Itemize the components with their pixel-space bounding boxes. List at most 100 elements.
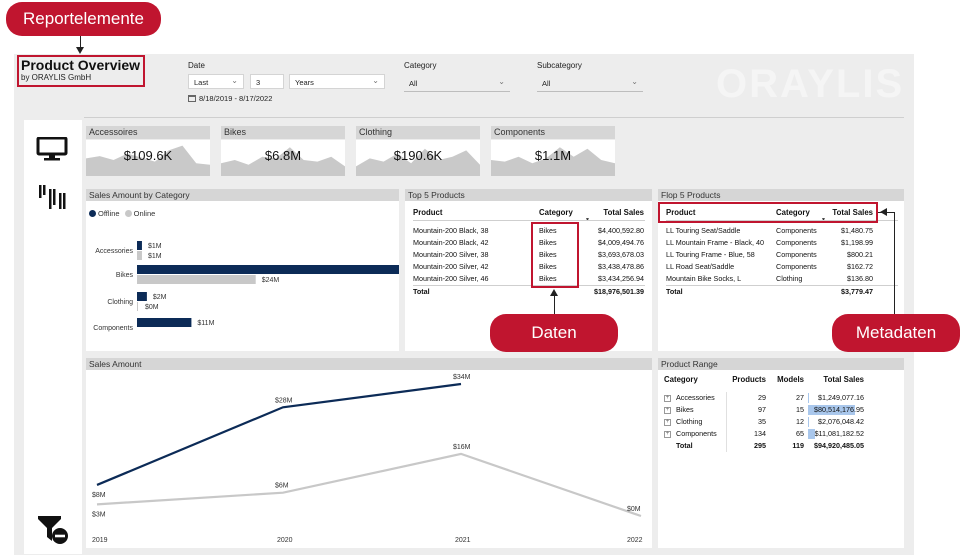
- category-tick-label: Clothing: [107, 299, 133, 306]
- category-underline: [404, 91, 510, 92]
- expand-icon[interactable]: +: [664, 395, 671, 402]
- table-row[interactable]: Mountain-200 Silver, 38 Bikes $3,693,678.0…: [413, 249, 645, 261]
- legend-offline[interactable]: Offline: [89, 209, 120, 218]
- bars-icon[interactable]: [38, 184, 66, 210]
- column-header[interactable]: Products: [732, 375, 766, 384]
- kpi-card[interactable]: Accessoires $109.6K: [86, 126, 210, 177]
- total-cell: Total: [413, 287, 430, 296]
- date-count-input[interactable]: 3: [250, 74, 284, 89]
- offline-bar[interactable]: [137, 292, 147, 301]
- table-row[interactable]: LL Touring Frame - Blue, 58 Components $80…: [666, 249, 898, 261]
- date-slicer-label: Date: [188, 61, 205, 70]
- column-header[interactable]: Category: [664, 375, 698, 384]
- matrix-cell: Accessories: [676, 393, 715, 402]
- column-header[interactable]: Product: [666, 208, 696, 217]
- offline-bar[interactable]: [137, 265, 399, 274]
- category-select-value: All: [409, 79, 418, 88]
- page-subtitle: by ORAYLIS GmbH: [21, 73, 92, 82]
- matrix-total-cell: 119: [792, 441, 804, 450]
- table-row[interactable]: LL Mountain Frame - Black, 40 Components $…: [666, 237, 898, 249]
- table-row[interactable]: Mountain-200 Silver, 46 Bikes $3,434,256.9…: [413, 273, 645, 285]
- online-bar[interactable]: [137, 275, 256, 284]
- table-row[interactable]: Mountain-200 Black, 38 Bikes $4,400,592.80: [413, 225, 645, 237]
- expand-icon[interactable]: +: [664, 431, 671, 438]
- kpi-sparkline: [356, 140, 480, 176]
- column-header[interactable]: Total Sales: [603, 208, 644, 217]
- table-row[interactable]: LL Touring Seat/Saddle Components $1,480.7…: [666, 225, 898, 237]
- matrix-row[interactable]: + Components 134 65 $11,081,182.52: [664, 428, 900, 440]
- online-data-label: $6M: [275, 483, 289, 490]
- legend-online[interactable]: Online: [124, 209, 156, 218]
- monitor-icon[interactable]: [36, 136, 68, 161]
- expand-icon[interactable]: +: [664, 407, 671, 414]
- arrow-up-icon: [550, 289, 558, 296]
- total-cell: $18,976,501.39: [594, 287, 644, 296]
- matrix-row[interactable]: + Clothing 35 12 $2,076,048.42: [664, 416, 900, 428]
- kpi-value: $6.8M: [264, 148, 302, 163]
- date-count-value: 3: [256, 78, 261, 87]
- offline-bar[interactable]: [137, 241, 142, 250]
- table-cell: $1,480.75: [841, 226, 873, 235]
- offline-data-label: $1M: [148, 243, 162, 250]
- report-elements-connector: [80, 32, 81, 50]
- sparkline-area: [221, 147, 345, 176]
- total-divider: [666, 285, 898, 286]
- matrix-cell: 12: [796, 417, 804, 426]
- expand-icon[interactable]: +: [664, 419, 671, 426]
- date-mode-select[interactable]: Last ⌄: [188, 74, 244, 89]
- category-tick-label: Components: [93, 325, 133, 332]
- table-cell: Bikes: [539, 250, 557, 259]
- legend-online-label: Online: [133, 209, 156, 218]
- kpi-title: Bikes: [221, 126, 345, 139]
- column-header[interactable]: Category: [539, 208, 573, 217]
- column-header[interactable]: Models: [777, 375, 804, 384]
- matrix-header-row: Category Products Models Total Sales: [664, 374, 900, 386]
- table-cell: $162.72: [847, 262, 873, 271]
- kpi-card[interactable]: Clothing $190.6K: [356, 126, 480, 177]
- category-select[interactable]: All ⌄: [404, 76, 510, 91]
- subcategory-slicer-label: Subcategory: [537, 61, 582, 70]
- table-cell: Components: [776, 250, 817, 259]
- online-bar[interactable]: [137, 251, 142, 260]
- column-header[interactable]: Category: [776, 208, 810, 217]
- column-header[interactable]: Total Sales: [823, 375, 864, 384]
- metadata-box: [658, 202, 878, 223]
- date-unit-select[interactable]: Years ⌄: [289, 74, 385, 89]
- filter-clear-icon[interactable]: [37, 515, 69, 545]
- table-cell: Mountain-200 Black, 38: [413, 226, 489, 235]
- table-cell: $800.21: [847, 250, 873, 259]
- matrix-row[interactable]: + Accessories 29 27 $1,249,077.16: [664, 392, 900, 404]
- date-range-text: 8/18/2019 - 8/17/2022: [199, 94, 273, 103]
- offline-data-label: $28M: [275, 397, 293, 404]
- chevron-down-icon: ⌄: [372, 76, 379, 85]
- kpi-title: Components: [491, 126, 615, 139]
- kpi-card[interactable]: Bikes $6.8M: [221, 126, 345, 177]
- sparkline-area: [356, 148, 480, 176]
- online-bar[interactable]: [137, 302, 138, 311]
- online-line[interactable]: [96, 452, 642, 518]
- subcategory-select[interactable]: All ⌄: [537, 76, 643, 91]
- table-cell: $3,438,478.86: [598, 262, 644, 271]
- kpi-card[interactable]: Components $1.1M: [491, 126, 615, 177]
- category-tick-label: Accessories: [95, 248, 133, 255]
- offline-data-label: $8M: [92, 492, 106, 499]
- matrix-cell: 15: [796, 405, 804, 414]
- table-row[interactable]: Mountain-200 Silver, 42 Bikes $3,438,478.8…: [413, 261, 645, 273]
- matrix-total-cell: 295: [754, 441, 766, 450]
- matrix-cell: Clothing: [676, 417, 703, 426]
- offline-line[interactable]: [96, 382, 462, 486]
- matrix-row[interactable]: + Bikes 97 15 $80,514,176.95: [664, 404, 900, 416]
- matrix-cell: 134: [754, 429, 766, 438]
- online-data-label: $16M: [453, 444, 471, 451]
- offline-bar[interactable]: [137, 318, 192, 327]
- table-cell: LL Touring Seat/Saddle: [666, 226, 741, 235]
- column-header[interactable]: Total Sales: [832, 208, 873, 217]
- calendar-icon: [188, 95, 196, 102]
- table-row[interactable]: Mountain Bike Socks, L Clothing $136.80: [666, 273, 898, 285]
- column-header[interactable]: Product: [413, 208, 443, 217]
- total-row: Total $3,779.47: [666, 286, 898, 298]
- table-row[interactable]: LL Road Seat/Saddle Components $162.72: [666, 261, 898, 273]
- matrix-divider: [726, 392, 727, 452]
- table-row[interactable]: Mountain-200 Black, 42 Bikes $4,009,494.76: [413, 237, 645, 249]
